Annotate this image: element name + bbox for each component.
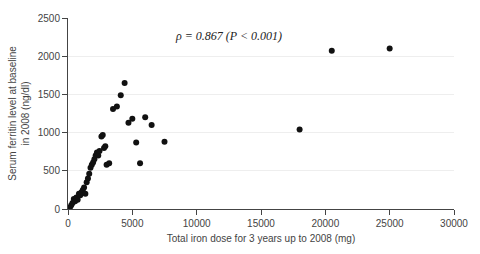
svg-text:20000: 20000 [311,218,339,229]
svg-text:15000: 15000 [247,218,275,229]
svg-text:2500: 2500 [38,13,61,24]
svg-text:Serum ferritin level at baseli: Serum ferritin level at baselinein 2008 … [7,46,31,181]
svg-text:0: 0 [65,218,71,229]
svg-text:10000: 10000 [183,218,211,229]
svg-text:Total iron dose for 3 years up: Total iron dose for 3 years up to 2008 (… [167,233,355,244]
svg-text:1500: 1500 [38,89,61,100]
svg-text:2000: 2000 [38,51,61,62]
svg-text:30000: 30000 [440,218,468,229]
svg-text:500: 500 [43,165,60,176]
svg-text:5000: 5000 [121,218,144,229]
svg-text:ρ = 0.867 (P < 0.001): ρ = 0.867 (P < 0.001) [175,29,282,43]
svg-text:25000: 25000 [376,218,404,229]
svg-text:0: 0 [54,204,60,215]
svg-text:1000: 1000 [38,127,61,138]
